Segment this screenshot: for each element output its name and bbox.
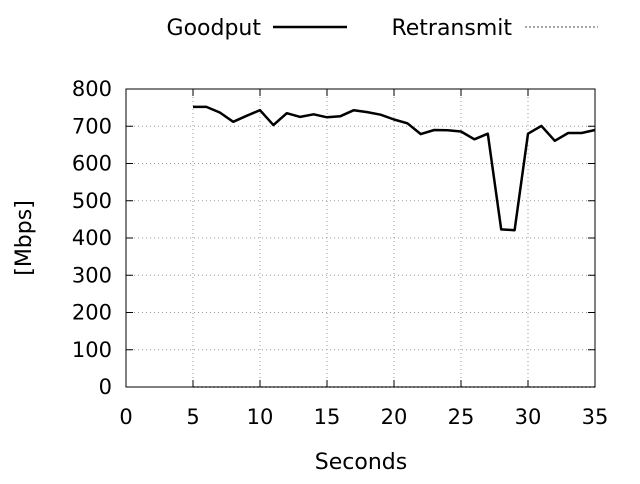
y-tick-label: 100	[72, 338, 112, 362]
y-axis-title: [Mbps]	[12, 200, 37, 276]
x-tick-label: 30	[515, 405, 542, 429]
legend-label-goodput: Goodput	[167, 16, 262, 41]
x-tick-label: 25	[448, 405, 475, 429]
x-tick-label: 20	[381, 405, 408, 429]
x-tick-label: 35	[582, 405, 609, 429]
axes	[125, 88, 596, 388]
x-axis-title: Seconds	[315, 450, 407, 475]
x-tick-label: 10	[247, 405, 274, 429]
x-tick-label: 5	[186, 405, 199, 429]
y-tick-label: 200	[72, 301, 112, 325]
y-tick-label: 300	[72, 263, 112, 287]
grid	[126, 89, 595, 387]
series-layer	[193, 105, 596, 388]
legend-label-retransmit: Retransmit	[391, 16, 512, 41]
y-tick-label: 400	[72, 226, 112, 250]
plot-frame	[125, 88, 596, 388]
y-tick-label: 600	[72, 152, 112, 176]
x-tick-label: 15	[314, 405, 341, 429]
y-tick-label: 700	[72, 114, 112, 138]
legend: Goodput Retransmit	[167, 16, 598, 41]
ticks: 0 100 200 300 400 500 600 700 800 0 5 10 15 20 25 30 35	[72, 77, 608, 429]
x-tick-label: 0	[119, 405, 132, 429]
y-tick-label: 500	[72, 189, 112, 213]
series-line-goodput	[193, 105, 596, 232]
y-tick-label: 800	[72, 77, 112, 101]
y-tick-label: 0	[99, 375, 112, 399]
